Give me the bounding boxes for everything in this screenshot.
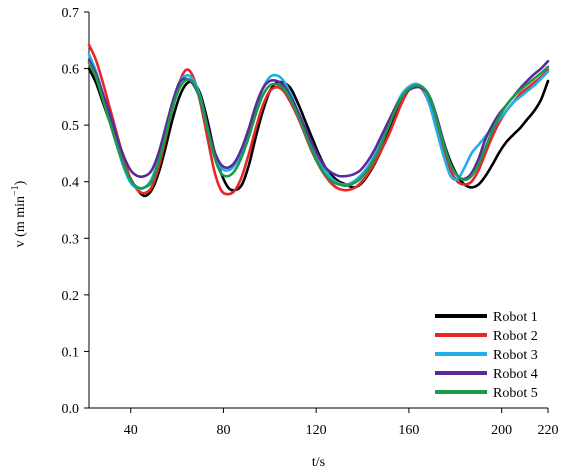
y-ticks: 0.0 0.1 0.2 0.3 0.4 0.5 0.6 0.7 <box>62 6 89 417</box>
series-line-robot-4 <box>87 58 550 181</box>
axes: 40 80 120 160 200 220 0.00.10.20.30.40.50.60.… <box>62 6 559 438</box>
y-tick-label: 0.1 <box>62 345 80 360</box>
y-tick-label: 0.7 <box>62 6 80 21</box>
series-lines <box>87 43 550 198</box>
legend-label-robot-1: Robot 1 <box>493 310 538 325</box>
series-line-robot-2 <box>87 43 550 196</box>
legend-label-robot-4: Robot 4 <box>493 367 538 382</box>
x-tick-label: 120 <box>306 423 327 438</box>
y-tick-label: 0.3 <box>62 232 80 247</box>
legend: Robot 1 Robot 2 Robot 3 Robot 4 Robot 5 <box>435 310 538 401</box>
legend-label-robot-5: Robot 5 <box>493 386 538 401</box>
y-axis-title: v (m min−1) <box>10 180 28 247</box>
legend-label-robot-2: Robot 2 <box>493 329 538 344</box>
x-axis-title: t/s <box>312 455 325 470</box>
y-tick-label: 0.2 <box>62 289 80 304</box>
legend-label-robot-3: Robot 3 <box>493 348 538 363</box>
x-tick-label: 220 <box>538 423 559 438</box>
y-tick-label: 0.5 <box>62 119 80 134</box>
y-axis-title-close: ) <box>13 180 28 185</box>
series-line-robot-5 <box>87 61 550 190</box>
y-tick-label: 0.6 <box>62 63 80 78</box>
x-tick-label: 160 <box>398 423 419 438</box>
y-tick-label: 0.0 <box>62 402 80 417</box>
x-ticks: 40 80 120 160 200 220 <box>124 408 559 438</box>
x-tick-label: 40 <box>124 423 138 438</box>
series-line-robot-1 <box>87 67 550 198</box>
y-tick-label: 0.4 <box>62 176 80 191</box>
x-tick-label: 80 <box>216 423 230 438</box>
y-axis-title-main: v (m min <box>13 196 28 247</box>
x-tick-label: 200 <box>491 423 512 438</box>
y-axis-title-superscript: −1 <box>10 185 21 196</box>
